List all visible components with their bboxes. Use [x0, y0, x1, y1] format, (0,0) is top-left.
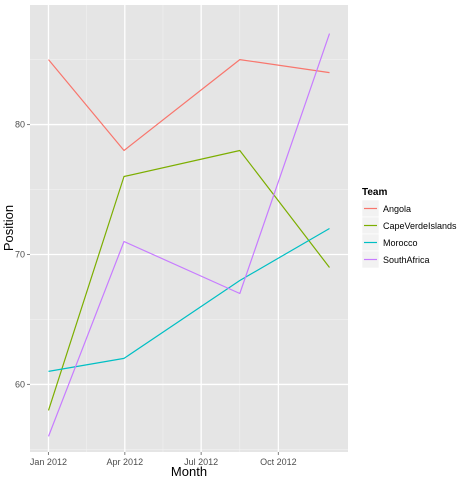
x-tick-label: Jan 2012 [30, 457, 67, 467]
major-gridlines [30, 5, 348, 452]
legend-label-southafrica: SouthAfrica [383, 255, 430, 265]
series-line-southafrica [47, 33, 331, 437]
y-axis: 60 70 80 [15, 120, 30, 389]
x-axis-title: Month [171, 464, 207, 479]
y-tick-label: 80 [15, 120, 25, 130]
y-tick-label: 60 [15, 379, 25, 389]
plot-panel [30, 5, 348, 452]
series-lines [47, 33, 331, 437]
series-line-angola [48, 58, 330, 152]
legend-label-capeverdeislands: CapeVerdeIslands [383, 221, 457, 231]
y-tick-label: 70 [15, 249, 25, 259]
legend: Team Angola CapeVerdeIslands Morocco SouthA… [361, 187, 457, 269]
x-tick-label: Apr 2012 [107, 457, 144, 467]
legend-title: Team [362, 187, 387, 198]
series-line-capeverdeislands [47, 149, 330, 411]
series-line-morocco [48, 227, 330, 372]
x-tick-label: Oct 2012 [260, 457, 297, 467]
y-axis-title: Position [1, 205, 16, 251]
legend-label-morocco: Morocco [383, 238, 418, 248]
minor-gridlines [30, 5, 348, 452]
legend-label-angola: Angola [383, 204, 411, 214]
x-axis: Jan 2012 Apr 2012 Jul 2012 Oct 2012 [30, 452, 297, 467]
x-tick-label: Jul 2012 [184, 457, 218, 467]
